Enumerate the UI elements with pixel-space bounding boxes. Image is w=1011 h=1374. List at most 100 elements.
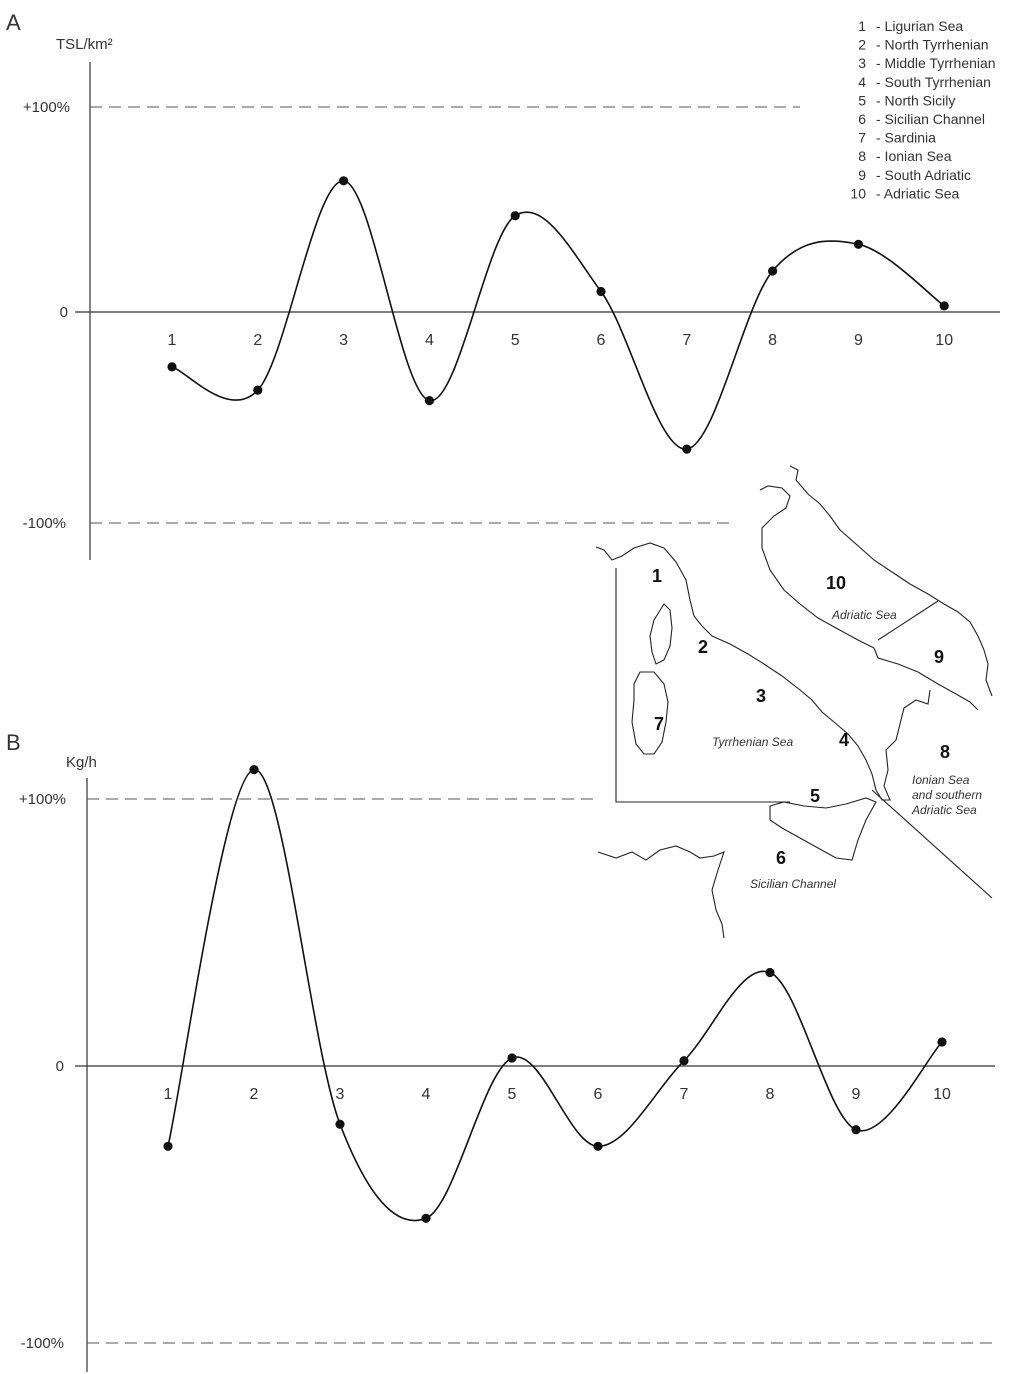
panel-b-x-tick-7: 7 <box>680 1086 689 1103</box>
map-region-border-adriatic <box>877 600 939 641</box>
legend-item-number: 2 <box>858 37 866 53</box>
map-corsica <box>649 603 673 665</box>
panel-a-point-2 <box>253 385 263 395</box>
panel-b-point-10 <box>937 1037 947 1047</box>
panel-b-y-axis-title: Kg/h <box>66 754 97 771</box>
panel-a-data-points <box>167 176 949 454</box>
panel-a-x-tick-6: 6 <box>597 332 606 349</box>
legend-item-label: - Ligurian Sea <box>876 18 963 34</box>
panel-a-label: A <box>6 10 21 35</box>
legend-item-label: - North Tyrrhenian <box>876 37 989 53</box>
panel-b-point-9 <box>851 1125 861 1135</box>
panel-a-tick-zero: 0 <box>60 304 68 321</box>
map-balkan-coast <box>789 465 993 697</box>
map-region-border-west <box>615 568 790 803</box>
panel-b-x-tick-8: 8 <box>766 1086 775 1103</box>
map-label-ionian-1: Ionian Sea <box>912 773 970 787</box>
legend-item-number: 5 <box>858 92 866 108</box>
panel-b-x-tick-6: 6 <box>594 1086 603 1103</box>
panel-a-point-4 <box>424 396 434 406</box>
legend-item-number: 3 <box>858 55 866 71</box>
panel-a-tick-minus100: -100% <box>23 515 66 532</box>
panel-a-point-3 <box>339 176 349 186</box>
legend-item-label: - South Tyrrhenian <box>876 74 991 90</box>
panel-b-point-4 <box>421 1213 431 1223</box>
panel-a-y-axis-title: TSL/km² <box>56 36 113 53</box>
panel-a-point-5 <box>510 211 520 221</box>
map-label-ionian-2: and southern <box>912 788 982 802</box>
panel-a-x-tick-9: 9 <box>854 332 863 349</box>
panel-b-point-8 <box>765 967 775 978</box>
panel-b-label: B <box>6 730 21 755</box>
panel-a-point-10 <box>939 301 949 311</box>
map-region-7: 7 <box>654 714 664 734</box>
panel-a: A TSL/km² +100% 0 -100% 1 2 3 4 5 6 7 8 9 10 <box>6 10 1000 560</box>
legend-item-label: - Middle Tyrrhenian <box>876 55 996 71</box>
panel-a-x-tick-10: 10 <box>935 332 953 349</box>
panel-a-x-tick-5: 5 <box>511 332 520 349</box>
map-label-sicilian: Sicilian Channel <box>750 877 836 891</box>
legend-item-number: 10 <box>850 185 866 201</box>
map-region-3: 3 <box>756 686 766 706</box>
legend-item-label: - South Adriatic <box>876 167 971 183</box>
panel-a-x-tick-3: 3 <box>339 332 348 349</box>
panel-b-point-5 <box>507 1053 517 1063</box>
panel-a-point-8 <box>768 266 778 276</box>
panel-b-tick-minus100: -100% <box>21 1335 64 1352</box>
panel-a-point-7 <box>682 444 692 454</box>
legend-item-label: - Ionian Sea <box>876 148 952 164</box>
map-label-adriatic: Adriatic Sea <box>831 608 897 622</box>
map-region-5: 5 <box>810 786 820 806</box>
legend-item-label: - North Sicily <box>876 92 955 108</box>
map-label-ionian-3: Adriatic Sea <box>911 803 977 817</box>
panel-b-x-tick-5: 5 <box>508 1086 517 1103</box>
legend-item-label: - Sicilian Channel <box>876 111 985 127</box>
map-italy-east-coast <box>759 485 979 711</box>
map-sardinia <box>631 671 669 755</box>
panel-a-x-tick-2: 2 <box>253 332 262 349</box>
panel-b-tick-plus100: +100% <box>19 791 66 808</box>
map-region-9: 9 <box>934 647 944 667</box>
panel-a-point-1 <box>167 362 177 372</box>
panel-a-x-tick-4: 4 <box>425 332 434 349</box>
panel-b-x-tick-labels: 1 2 3 4 5 6 7 8 9 10 <box>164 1086 951 1103</box>
panel-a-point-6 <box>596 286 606 297</box>
legend-item-number: 9 <box>858 167 866 183</box>
panel-b: B Kg/h +100% 0 -100% 1 2 3 4 5 6 7 8 9 10 <box>6 730 995 1372</box>
legend-item-number: 7 <box>858 130 866 146</box>
panel-a-point-9 <box>853 239 864 249</box>
panel-b-point-3 <box>335 1119 345 1129</box>
panel-b-x-tick-4: 4 <box>422 1086 431 1103</box>
map-region-8: 8 <box>940 742 950 762</box>
legend-item-label: - Adriatic Sea <box>876 185 959 201</box>
legend: 1 - Ligurian Sea 2 - North Tyrrhenian 3 - Mid… <box>850 18 995 201</box>
panel-b-series-line <box>167 768 943 1222</box>
map-region-4: 4 <box>839 730 849 750</box>
panel-b-x-tick-1: 1 <box>164 1086 173 1103</box>
map-italy-west-coast <box>595 542 931 801</box>
panel-b-x-tick-3: 3 <box>336 1086 345 1103</box>
panel-a-x-tick-labels: 1 2 3 4 5 6 7 8 9 10 <box>168 332 954 349</box>
panel-b-point-1 <box>163 1141 173 1151</box>
map-region-10: 10 <box>826 573 846 593</box>
panel-b-point-2 <box>249 765 259 775</box>
panel-b-data-points <box>163 765 947 1223</box>
panel-b-tick-zero: 0 <box>56 1058 64 1075</box>
panel-a-tick-plus100: +100% <box>23 99 70 116</box>
panel-b-point-7 <box>679 1056 689 1066</box>
panel-a-x-tick-1: 1 <box>168 332 177 349</box>
panel-b-x-tick-9: 9 <box>852 1086 861 1103</box>
legend-item-number: 1 <box>858 18 866 34</box>
legend-item-number: 6 <box>858 111 866 127</box>
map-region-2: 2 <box>698 637 708 657</box>
map-region-border-ionian <box>871 789 993 899</box>
map-label-tyrrhenian: Tyrrhenian Sea <box>712 735 793 749</box>
map-region-6: 6 <box>776 848 786 868</box>
map-africa-coast <box>597 845 725 939</box>
map-inset: 1 2 3 4 5 6 7 8 9 10 Tyrrhenian Sea Adri… <box>595 465 993 939</box>
panel-b-point-6 <box>593 1141 603 1151</box>
panel-a-series-line <box>171 179 945 450</box>
panel-b-x-tick-10: 10 <box>933 1086 951 1103</box>
legend-item-number: 4 <box>858 74 866 90</box>
